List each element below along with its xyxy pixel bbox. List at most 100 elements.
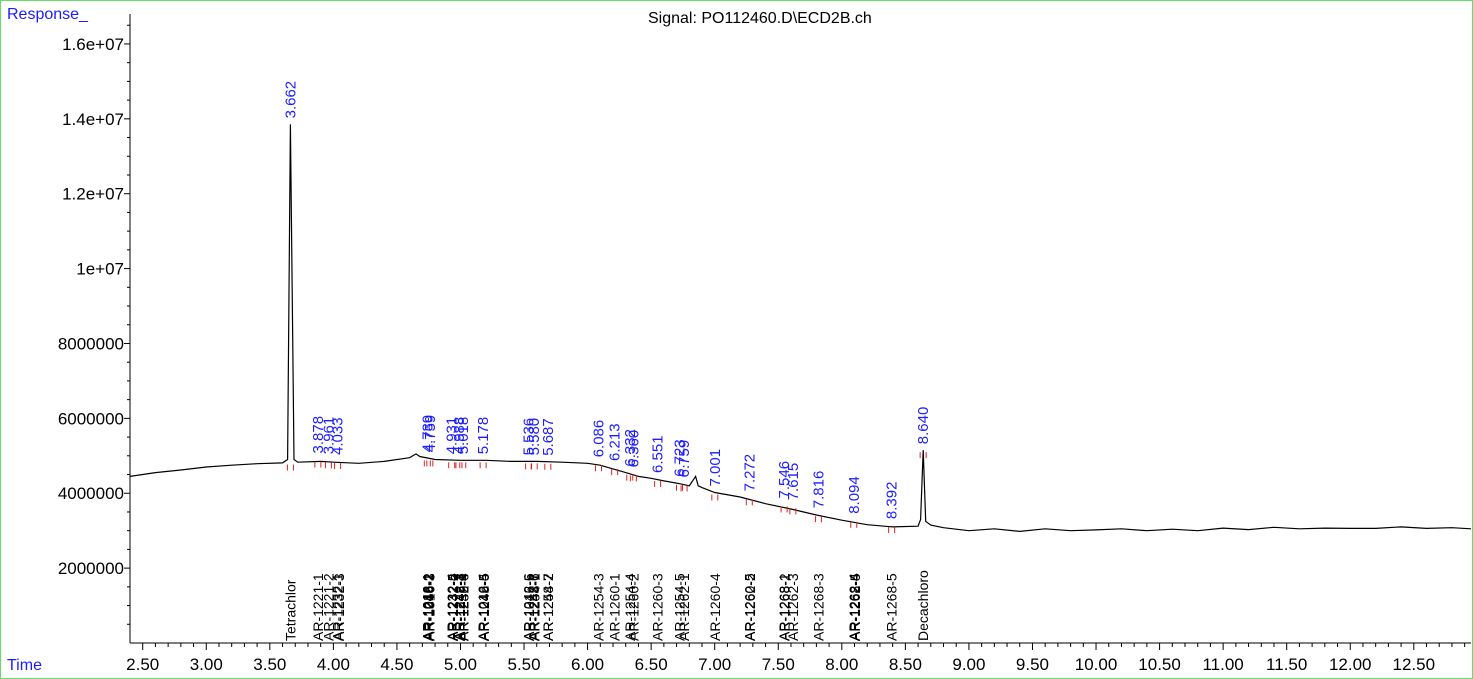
y-tick-label: 1.2e+07 [62, 185, 124, 204]
compound-label: AR-1221-1 [310, 573, 326, 641]
compound-label: AR-1268-4 [846, 573, 862, 641]
compound-label: AR-1260-4 [707, 573, 723, 641]
trace-group [129, 124, 1472, 533]
compound-label: AR-1242-7 [526, 573, 542, 641]
compound-label: AR-1242-1 [420, 573, 436, 641]
compound-label: AR-1262-2 [742, 573, 758, 641]
peak-rt-label: 8.392 [884, 482, 901, 520]
peak-rt-label: 7.615 [785, 463, 802, 501]
peak-rt-label: 7.272 [741, 454, 758, 492]
chart-title: Signal: PO112460.D\ECD2B.ch [648, 10, 872, 27]
compound-label: AR-1262-5 [847, 573, 863, 641]
peak-rt-label: 3.878 [310, 416, 327, 454]
peak-rt-label: 4.759 [422, 415, 439, 453]
x-tick-label: 4.00 [317, 655, 350, 674]
peak-rt-label: 5.536 [521, 418, 538, 456]
peak-rt-label: 3.662 [282, 81, 299, 119]
compound-label: AR-1016-5 [521, 573, 537, 641]
x-tick-label: 12.50 [1393, 655, 1436, 674]
compound-label: AR-1268-3 [810, 573, 826, 641]
y-tick-label: 1.6e+07 [62, 35, 124, 54]
peak-rt-label: 4.739 [419, 415, 436, 453]
peak-rt-label: 5.178 [475, 417, 492, 455]
compound-label: AR-1254-4 [622, 573, 638, 641]
y-tick-label: 6000000 [58, 409, 124, 428]
x-tick-label: 7.00 [698, 655, 731, 674]
y-tick-label: 4000000 [58, 484, 124, 503]
compound-label: AR-1248-3 [452, 573, 468, 641]
peak-rt-label: 8.640 [915, 407, 932, 445]
compound-label: AR-1262-3 [785, 573, 801, 641]
peak-rt-label: 7.546 [776, 461, 793, 499]
y-axis-label: Response_ [7, 6, 88, 23]
x-tick-label: 11.00 [1202, 655, 1243, 674]
peak-rt-label: 5.687 [540, 418, 557, 456]
peak-rt-label: 6.759 [676, 440, 693, 478]
x-tick-label: 9.50 [1016, 655, 1049, 674]
compound-label: AR-1242-5 [476, 573, 492, 641]
x-tick-label: 3.50 [253, 655, 286, 674]
peak-rt-label: 6.723 [672, 439, 689, 477]
x-tick-label: 9.00 [952, 655, 985, 674]
compound-label: AR-1248-5 [476, 573, 492, 641]
x-tick-label: 10.00 [1075, 655, 1118, 674]
x-tick-label: 10.50 [1138, 655, 1181, 674]
x-tick-label: 12.00 [1329, 655, 1372, 674]
x-tick-label: 2.50 [126, 655, 159, 674]
x-tick-label: 3.00 [190, 655, 223, 674]
peak-rt-label: 5.018 [455, 417, 472, 455]
compound-label: AR-1248-2 [421, 573, 437, 641]
x-tick-label: 11.50 [1266, 655, 1307, 674]
compound-label: AR-1232-5 [445, 573, 461, 641]
x-tick-label: 8.00 [825, 655, 858, 674]
compound-label: AR-1268-2 [777, 573, 793, 641]
peak-rt-label: 7.001 [707, 449, 724, 487]
compound-label: AR-1232-4 [444, 573, 460, 641]
compound-label: AR-1248-7 [540, 573, 556, 641]
x-tick-label: 8.50 [889, 655, 922, 674]
peak-rt-label: 6.213 [607, 423, 624, 461]
compound-label: AR-1260-2 [625, 573, 641, 641]
axes-group: 2000000 4000000 6000000 8000000 1e+07 1.2e+07… [58, 14, 1471, 674]
compound-label: AR-1232-6 [455, 573, 471, 641]
peak-rt-label: 5.580 [526, 418, 543, 456]
compound-label: AR-1016-1 [419, 573, 435, 641]
compound-label: AR-1221-2 [320, 573, 336, 641]
compound-label: AR-1262-1 [676, 573, 692, 641]
compound-label: AR-1232-1 [330, 573, 346, 641]
x-axis-label: Time [7, 657, 42, 674]
compound-label: AR-1260-1 [607, 573, 623, 641]
compound-label: AR-1248-4 [455, 573, 471, 641]
y-tick-label: 1e+07 [76, 260, 124, 279]
compound-label: AR-1254-1 [527, 573, 543, 641]
compound-label: AR-1016-3 [421, 573, 437, 641]
peak-rt-label: 4.033 [330, 417, 347, 455]
peak-rt-label: 6.360 [625, 430, 642, 468]
signal-trace [129, 124, 1472, 533]
compound-label: AR-1254-2 [540, 573, 556, 641]
compound-label: AR-1254-3 [591, 573, 607, 641]
x-tick-label: 7.50 [762, 655, 795, 674]
x-tick-label: 6.50 [635, 655, 668, 674]
peak-rt-label: 6.086 [591, 420, 608, 458]
x-tick-label: 5.00 [444, 655, 477, 674]
compound-label: AR-1242-2 [445, 573, 461, 641]
compound-label: AR-1232-3 [331, 573, 347, 641]
compound-label: AR-1260-3 [650, 573, 666, 641]
compound-label: Tetrachlor [282, 579, 298, 641]
compound-label: AR-1268-5 [884, 573, 900, 641]
y-tick-label: 2000000 [58, 559, 124, 578]
y-tick-label: 8000000 [58, 334, 124, 353]
peak-rt-label: 7.816 [810, 471, 827, 509]
compound-labels: Tetrachlor AR-1221-1AR-1221-2AR-1232-1AR-… [282, 570, 931, 641]
x-tick-label: 6.00 [571, 655, 604, 674]
compound-label: AR-1254-5 [672, 573, 688, 641]
compound-label: AR-1268-1 [776, 573, 792, 641]
compound-label: AR-1242-6 [521, 573, 537, 641]
x-tick-label: 4.50 [380, 655, 413, 674]
compound-label: AR-1262-4 [846, 573, 862, 641]
compound-label: AR-1242-3 [451, 573, 467, 641]
compound-label: AR-1016-2 [420, 573, 436, 641]
